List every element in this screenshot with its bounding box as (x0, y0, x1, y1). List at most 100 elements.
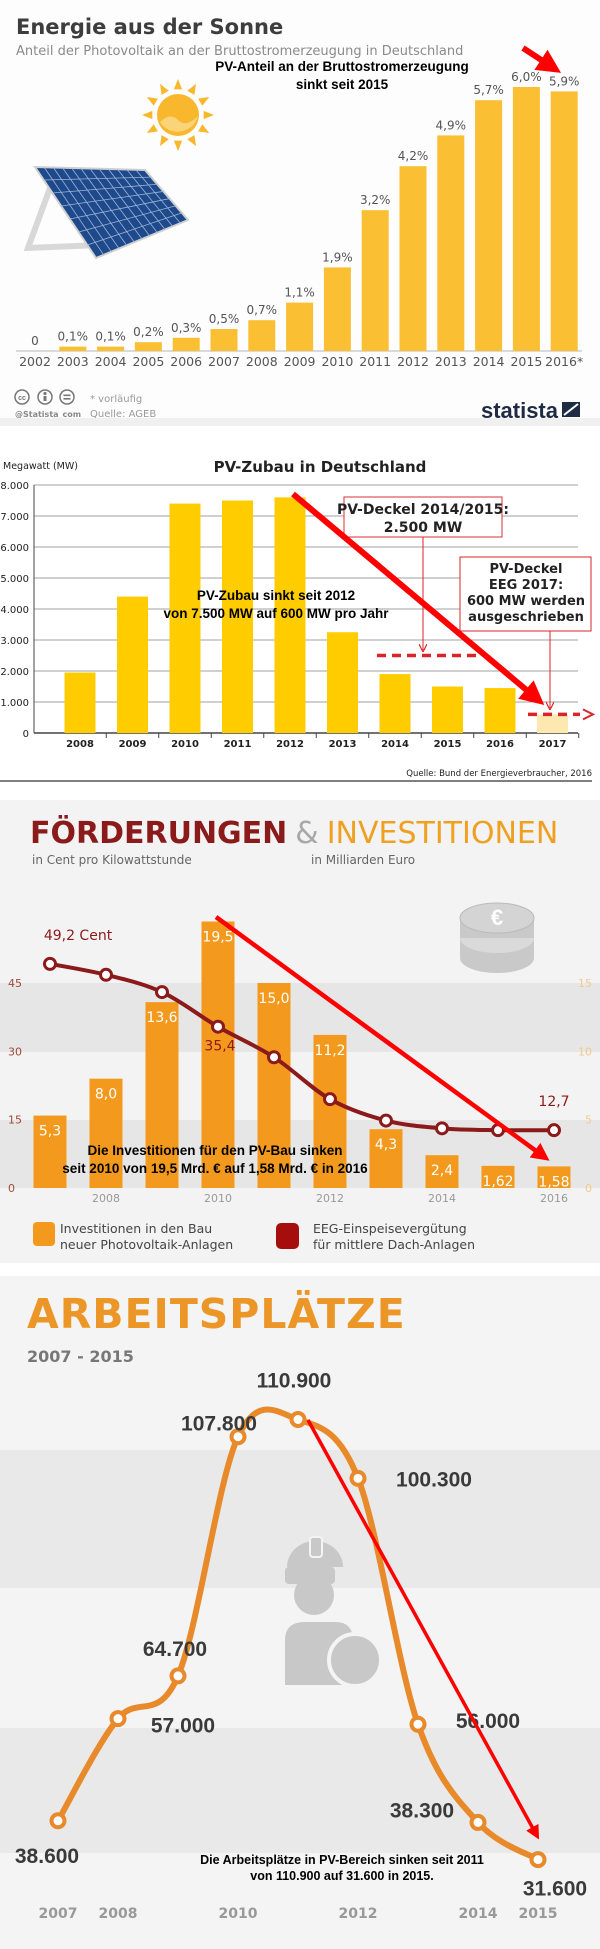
x-tick-label: 2016* (545, 354, 583, 369)
line-point-2009 (155, 985, 169, 1000)
x-tick-label: 2016 (486, 739, 514, 750)
right-unit-label: in Milliarden Euro (311, 853, 415, 867)
panel-grid-line (98, 168, 150, 237)
bar-value-label: 5,3 (39, 1124, 61, 1140)
x-tick-label: 2011 (224, 739, 252, 750)
line-value-label: 110.900 (257, 1370, 332, 1393)
line-point-2013 (409, 1715, 427, 1733)
cap-arrow-icon (582, 708, 596, 721)
red-arrow (291, 491, 545, 705)
chart-subtitle: Anteil der Photovoltaik an der Bruttostr… (16, 44, 463, 59)
annotation-line-1: PV-Zubau sinkt seit 2012 (197, 588, 355, 603)
left-y-tick-label: 45 (8, 977, 22, 990)
line-point-2010 (211, 1019, 225, 1034)
panel-grid-line (43, 167, 104, 256)
y-tick-label: 8.000 (0, 481, 29, 492)
chart-subtitle: 2007 - 2015 (27, 1347, 134, 1366)
bar-2013 (369, 1129, 403, 1188)
panel-grid-line (61, 191, 164, 207)
panel-grid-line (89, 168, 143, 240)
legend-swatch-feed-in-tariff (276, 1223, 299, 1249)
x-tick-label: 2004 (95, 354, 127, 369)
bar-value-label: 5,9% (549, 74, 580, 88)
legend-swatch-investments (33, 1222, 55, 1246)
x-tick-label: 2010 (321, 354, 353, 369)
chart-title: PV-Zubau in Deutschland (214, 458, 427, 476)
x-tick-label: 2010 (171, 739, 199, 750)
x-tick-label: 2005 (132, 354, 164, 369)
bar-value-label: 0,5% (209, 312, 240, 326)
panel-grid-line (52, 183, 158, 194)
sun-ray (198, 124, 210, 133)
sun-ray (187, 135, 196, 147)
bar-value-label: 15,0 (258, 991, 289, 1007)
x-tick-label: 2014 (428, 1192, 456, 1205)
bar-value-label: 4,2% (398, 149, 429, 163)
annotation-line-1: Die Arbeitsplätze in PV-Bereich sinken s… (200, 1853, 484, 1867)
line-point-2014 (469, 1813, 487, 1831)
band (0, 983, 600, 1052)
bar-2009 (117, 596, 148, 733)
bar-2015 (432, 686, 463, 733)
line-point-2012 (323, 1092, 337, 1107)
x-tick-label: 2012 (276, 739, 304, 750)
annotation-line-2: von 7.500 MW auf 600 MW pro Jahr (163, 606, 389, 621)
x-tick-label: 2015 (519, 1906, 558, 1922)
y-axis-label: Megawatt (MW) (3, 461, 78, 472)
bar-2012 (274, 497, 306, 733)
bar-value-label: 4,9% (436, 118, 467, 132)
line-point-2007 (49, 1812, 67, 1830)
bar-2009 (286, 302, 314, 351)
bar-value-label: 1,1% (284, 286, 315, 300)
sun-highlight (160, 116, 198, 132)
legend: Investitionen in den Bau neuer Photovolt… (33, 1221, 475, 1252)
left-unit-label: in Cent pro Kilowattstunde (32, 853, 192, 867)
legend-label: neuer Photovoltaik-Anlagen (60, 1237, 233, 1252)
source: Quelle: AGEB (90, 409, 156, 420)
x-tick-label: 2016 (540, 1192, 568, 1205)
panel-grid-line (71, 167, 127, 246)
panel-grid-line (69, 198, 170, 220)
legend-label: EEG-Einspeisevergütung (313, 1221, 467, 1236)
x-tick-label: 2017 (539, 739, 567, 750)
annotation-line-2: von 110.900 auf 31.600 in 2015. (250, 1869, 433, 1883)
bar-2014 (425, 1155, 459, 1188)
bar-2017 (537, 714, 568, 733)
line-point-2012 (349, 1469, 367, 1487)
bar-value-label: 5,7% (473, 83, 504, 97)
annotation-line-1: PV-Anteil an der Bruttostromerzeugung (215, 59, 469, 74)
bar-value-label: 1,9% (322, 250, 353, 264)
y-tick-label: 4.000 (0, 605, 29, 616)
line-point-2016 (547, 1123, 561, 1138)
bar-2008 (89, 1078, 123, 1188)
bar-2003 (59, 346, 87, 351)
chart-pv-share: Energie aus der Sonne Anteil der Photovo… (0, 0, 600, 426)
x-tick-label: 2014 (459, 1906, 498, 1922)
bar-2012 (399, 166, 427, 351)
bar-value-label: 1,58 (538, 1174, 569, 1190)
bar-value-label: 0,3% (171, 321, 202, 335)
x-tick-label: 2008 (92, 1192, 120, 1205)
x-tick-label: 2013 (329, 739, 357, 750)
y-tick-label: 7.000 (0, 512, 29, 523)
x-tick-label: 2013 (435, 354, 467, 369)
bar-value-label: 4,3 (375, 1137, 397, 1153)
bar-2012 (313, 1034, 347, 1188)
panel-grid-line (126, 169, 173, 227)
svg-text:cc: cc (18, 395, 26, 402)
line-value-label: 38.300 (390, 1799, 454, 1822)
statista-credit[interactable]: @Statista_com (15, 410, 81, 419)
line-point-2013 (379, 1113, 393, 1128)
x-tick-label: 2015 (510, 354, 542, 369)
sun-ray (173, 79, 183, 90)
annotation-line-1: Die Investitionen für den PV-Bau sinken (87, 1143, 342, 1158)
bar-value-label: 0,2% (133, 325, 164, 339)
line-value-label: 49,2 Cent (44, 928, 113, 944)
svg-text:PV-Deckel 2014/2015:: PV-Deckel 2014/2015: (337, 502, 509, 518)
x-tick-label: 2012 (397, 354, 429, 369)
bar-2010 (201, 921, 235, 1188)
bar-2004 (97, 346, 125, 351)
bar-2016 (537, 1166, 571, 1188)
bar-2016 (484, 688, 516, 733)
